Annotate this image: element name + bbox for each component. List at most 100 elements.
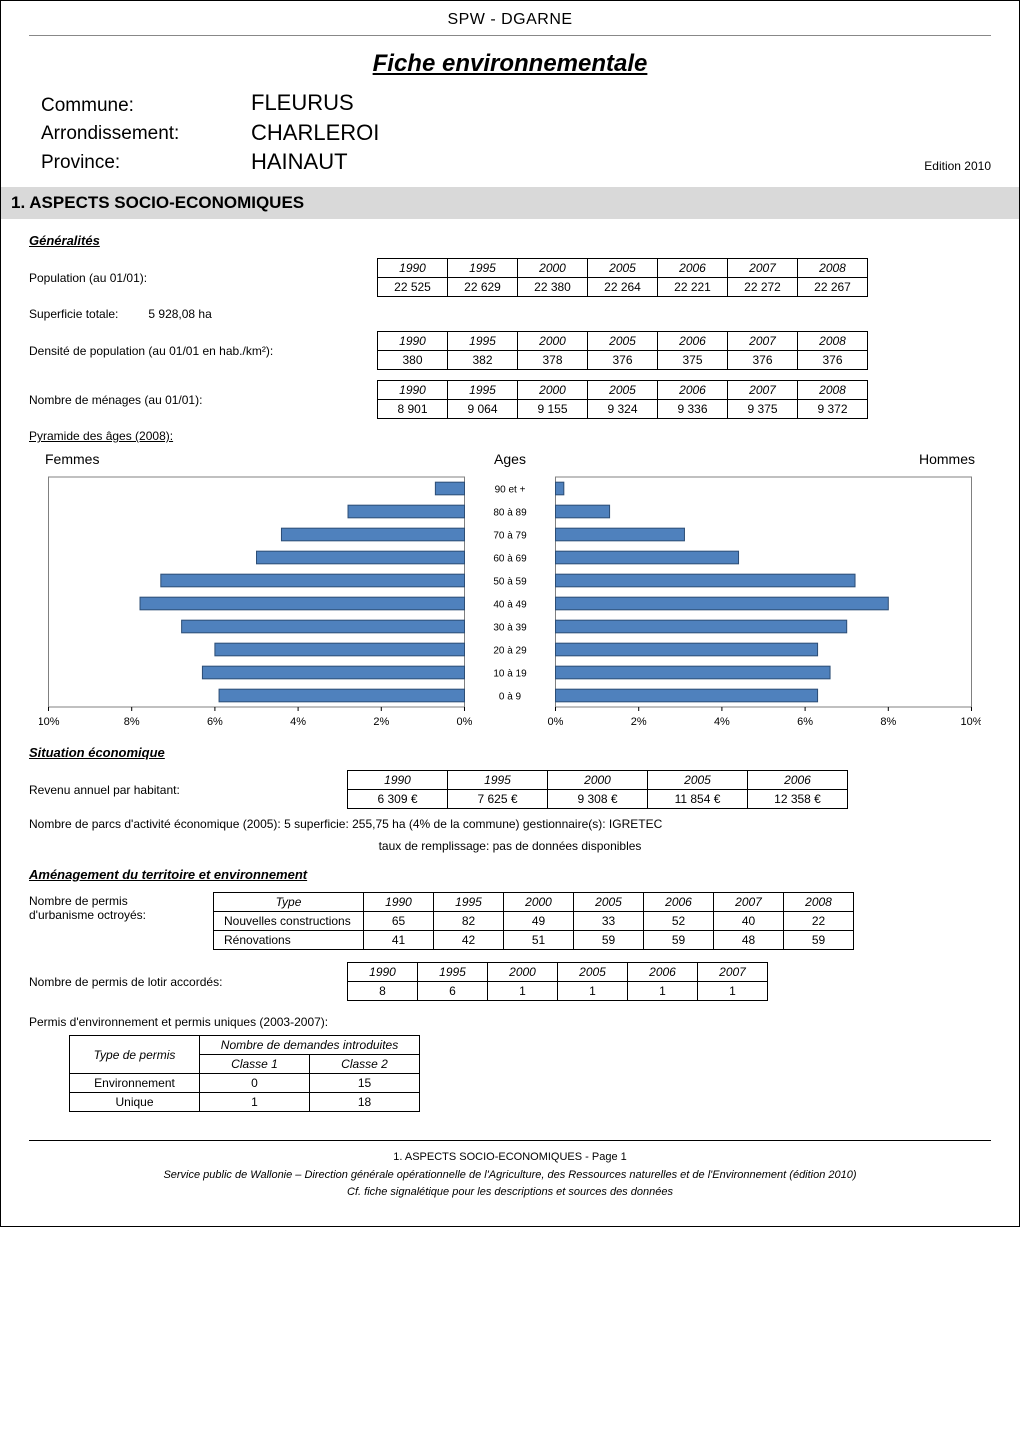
year-cell: 2005: [588, 259, 658, 278]
value-cell: 59: [784, 931, 854, 950]
value-cell: 22 380: [518, 278, 588, 297]
value-cell: 9 372: [798, 400, 868, 419]
commune-label: Commune:: [41, 92, 251, 121]
table-row: 6 309 € 7 625 € 9 308 € 11 854 € 12 358 …: [348, 790, 848, 809]
year-cell: 2008: [798, 259, 868, 278]
footer: 1. ASPECTS SOCIO-ECONOMIQUES - Page 1 Se…: [29, 1149, 991, 1202]
edition: Edition 2010: [851, 159, 991, 177]
value-cell: 49: [504, 912, 574, 931]
year-cell: 2006: [658, 259, 728, 278]
amenagement-heading: Aménagement du territoire et environneme…: [29, 867, 991, 882]
table-row: Rénovations 41 42 51 59 59 48 59: [214, 931, 854, 950]
svg-text:60 à 69: 60 à 69: [493, 554, 527, 565]
value-cell: 6 309 €: [348, 790, 448, 809]
value-cell: 22 267: [798, 278, 868, 297]
revenu-label: Revenu annuel par habitant:: [29, 783, 329, 797]
svg-text:0 à 9: 0 à 9: [499, 692, 522, 703]
value-cell: 40: [714, 912, 784, 931]
value-cell: 1: [200, 1093, 310, 1112]
value-cell: 22: [784, 912, 854, 931]
arrondissement-label: Arrondissement:: [41, 120, 251, 149]
svg-text:6%: 6%: [207, 716, 223, 728]
svg-text:0%: 0%: [457, 716, 473, 728]
value-cell: 1: [558, 982, 628, 1001]
footer-line3: Cf. fiche signalétique pour les descript…: [29, 1184, 991, 1202]
env-type-header: Type de permis: [70, 1036, 200, 1074]
value-cell: 9 324: [588, 400, 658, 419]
value-cell: 9 308 €: [548, 790, 648, 809]
value-cell: 376: [588, 351, 658, 370]
pyramid-chart: Femmes 10%8%6%4%2%0% Ages 90 et +80 à 89…: [39, 451, 981, 731]
table-row: 1990 1995 2000 2005 2006 2007 2008: [378, 332, 868, 351]
location-block: Commune: Arrondissement: Province: FLEUR…: [41, 88, 991, 177]
table-row: 380 382 378 376 375 376 376: [378, 351, 868, 370]
value-cell: 378: [518, 351, 588, 370]
year-cell: 2000: [548, 771, 648, 790]
value-cell: 376: [798, 351, 868, 370]
svg-text:6%: 6%: [797, 716, 813, 728]
svg-text:90 et +: 90 et +: [495, 485, 526, 496]
table-row: 22 525 22 629 22 380 22 264 22 221 22 27…: [378, 278, 868, 297]
revenu-table: 1990 1995 2000 2005 2006 6 309 € 7 625 €…: [347, 770, 848, 809]
svg-text:4%: 4%: [290, 716, 306, 728]
value-cell: 8 901: [378, 400, 448, 419]
year-cell: 2007: [728, 381, 798, 400]
value-cell: 22 264: [588, 278, 658, 297]
location-labels: Commune: Arrondissement: Province:: [41, 92, 251, 178]
year-cell: 2008: [798, 381, 868, 400]
table-row: Environnement 0 15: [70, 1074, 420, 1093]
population-table: 1990 1995 2000 2005 2006 2007 2008 22 52…: [377, 258, 868, 297]
year-cell: 2006: [644, 893, 714, 912]
svg-text:0%: 0%: [548, 716, 564, 728]
value-cell: 65: [364, 912, 434, 931]
year-cell: 2000: [518, 259, 588, 278]
value-cell: 380: [378, 351, 448, 370]
pyramid-hommes: Hommes 0%2%4%6%8%10%: [546, 451, 981, 731]
year-cell: 1990: [348, 771, 448, 790]
generalites-heading: Généralités: [29, 233, 991, 248]
year-cell: 2007: [728, 332, 798, 351]
svg-text:30 à 39: 30 à 39: [493, 623, 527, 634]
pyramid-ages-svg: 90 et +80 à 8970 à 7960 à 6950 à 5940 à …: [480, 471, 540, 731]
year-cell: 2007: [698, 963, 768, 982]
year-cell: 2007: [714, 893, 784, 912]
year-cell: 2008: [784, 893, 854, 912]
permis-urb-label2: d'urbanisme octroyés:: [29, 908, 199, 922]
value-cell: 376: [728, 351, 798, 370]
table-row: 1990 1995 2000 2005 2006 2007 2008: [378, 259, 868, 278]
value-cell: 52: [644, 912, 714, 931]
type-cell: Nouvelles constructions: [214, 912, 364, 931]
year-cell: 2000: [504, 893, 574, 912]
value-cell: 1: [698, 982, 768, 1001]
pyramid-femmes: Femmes 10%8%6%4%2%0%: [39, 451, 474, 731]
permis-env-heading: Permis d'environnement et permis uniques…: [29, 1015, 991, 1029]
lotir-label: Nombre de permis de lotir accordés:: [29, 975, 329, 989]
year-cell: 2005: [648, 771, 748, 790]
value-cell: 9 375: [728, 400, 798, 419]
permis-urb-label1: Nombre de permis: [29, 894, 199, 908]
commune-value: FLEURUS: [251, 88, 851, 118]
value-cell: 22 629: [448, 278, 518, 297]
year-cell: 1990: [364, 893, 434, 912]
footer-line2: Service public de Wallonie – Direction g…: [29, 1167, 991, 1185]
revenu-row: Revenu annuel par habitant: 1990 1995 20…: [29, 770, 991, 809]
menages-table: 1990 1995 2000 2005 2006 2007 2008 8 901…: [377, 380, 868, 419]
value-cell: 382: [448, 351, 518, 370]
arrondissement-value: CHARLEROI: [251, 118, 851, 148]
svg-text:40 à 49: 40 à 49: [493, 600, 527, 611]
parcs-line1: Nombre de parcs d'activité économique (2…: [29, 817, 991, 831]
year-cell: 2006: [748, 771, 848, 790]
value-cell: 22 525: [378, 278, 448, 297]
pyramid-ages-col: Ages 90 et +80 à 8970 à 7960 à 6950 à 59…: [480, 451, 540, 731]
year-cell: 1990: [348, 963, 418, 982]
env-type-cell: Unique: [70, 1093, 200, 1112]
value-cell: 22 272: [728, 278, 798, 297]
year-cell: 2006: [658, 381, 728, 400]
env-table: Type de permis Nombre de demandes introd…: [69, 1035, 420, 1112]
table-row: Type 1990 1995 2000 2005 2006 2007 2008: [214, 893, 854, 912]
svg-text:8%: 8%: [880, 716, 896, 728]
table-row: 8 6 1 1 1 1: [348, 982, 768, 1001]
table-row: 1990 1995 2000 2005 2006 2007: [348, 963, 768, 982]
ages-label: Ages: [480, 451, 540, 467]
env-type-cell: Environnement: [70, 1074, 200, 1093]
